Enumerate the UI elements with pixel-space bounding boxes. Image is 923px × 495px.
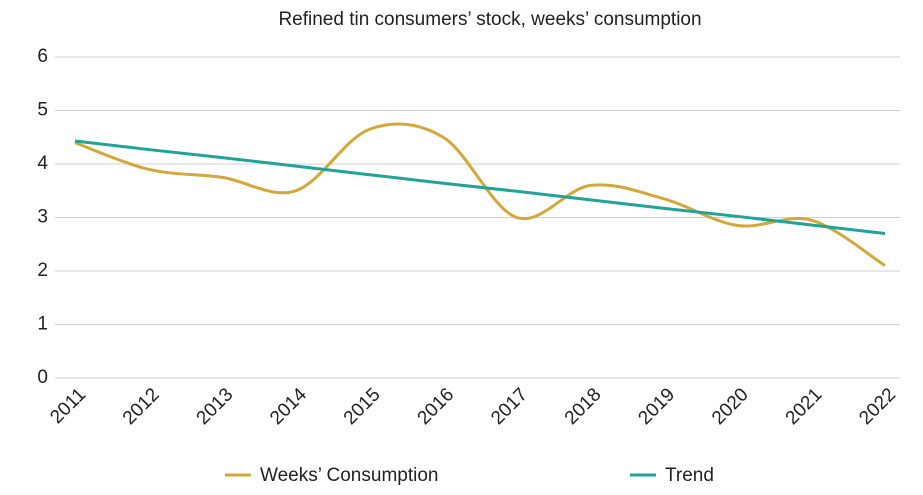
y-tick-label: 0 xyxy=(37,367,48,388)
y-tick-label: 2 xyxy=(37,260,48,281)
x-tick-label: 2021 xyxy=(782,384,827,429)
x-tick-label: 2011 xyxy=(46,384,90,428)
x-tick-label: 2012 xyxy=(119,384,164,429)
x-tick-label: 2018 xyxy=(561,384,606,429)
x-tick-label: 2019 xyxy=(634,384,679,429)
y-tick-label: 6 xyxy=(37,46,48,67)
series-line xyxy=(74,122,886,267)
chart-title: Refined tin consumers’ stock, weeks’ con… xyxy=(278,9,701,30)
x-tick-label: 2014 xyxy=(266,384,311,429)
series-line xyxy=(74,139,886,236)
y-tick-label: 3 xyxy=(37,207,48,228)
x-tick-label: 2015 xyxy=(340,384,385,429)
y-tick-label: 5 xyxy=(37,100,48,121)
legend-label: Trend xyxy=(665,465,714,486)
y-tick-label: 1 xyxy=(37,314,48,335)
x-tick-label: 2016 xyxy=(414,384,459,429)
x-tick-label: 2020 xyxy=(708,384,753,429)
legend-label: Weeks’ Consumption xyxy=(260,465,438,486)
x-tick-label: 2013 xyxy=(193,384,238,429)
y-tick-label: 4 xyxy=(37,153,48,174)
x-tick-label: 2022 xyxy=(855,384,900,429)
x-tick-label: 2017 xyxy=(487,384,532,429)
